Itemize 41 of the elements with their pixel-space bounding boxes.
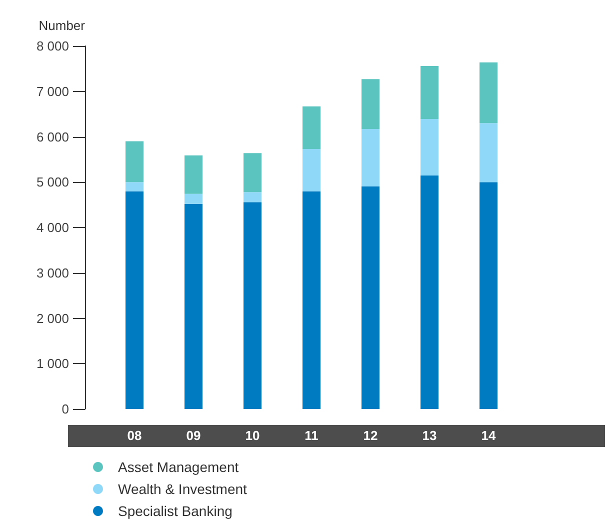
bar	[302, 191, 320, 409]
bar	[420, 175, 438, 409]
x-tick-label: 13	[422, 428, 437, 443]
bar	[244, 192, 262, 202]
bar	[184, 204, 202, 409]
bar	[480, 123, 498, 182]
bar	[302, 149, 320, 192]
legend-label: Wealth & Investment	[118, 481, 248, 497]
bar	[362, 79, 380, 130]
bar	[362, 186, 380, 409]
x-tick-label: 11	[304, 428, 318, 443]
y-tick-label: 3 000	[36, 265, 69, 280]
y-tick-label: 8 000	[36, 38, 69, 54]
bar	[302, 106, 320, 149]
legend-label: Specialist Banking	[118, 503, 232, 519]
bar	[420, 119, 438, 176]
y-tick-label: 7 000	[36, 84, 69, 99]
bar	[184, 194, 202, 204]
y-tick-label: 6 000	[36, 129, 69, 144]
y-tick-label: 5 000	[36, 174, 69, 190]
bar	[126, 182, 144, 192]
y-tick-label: 2 000	[36, 310, 69, 326]
x-tick-label: 12	[363, 428, 378, 443]
x-tick-label: 08	[127, 428, 142, 443]
bar	[480, 182, 498, 409]
bar	[244, 202, 262, 409]
bar	[480, 62, 498, 124]
bar	[126, 191, 144, 409]
y-axis-title: Number	[38, 18, 86, 33]
legend-label: Asset Management	[118, 459, 239, 475]
y-tick-label: 0	[62, 402, 69, 416]
bar	[244, 153, 262, 192]
bar	[362, 129, 380, 186]
y-tick-label: 1 000	[36, 356, 69, 372]
x-tick-label: 09	[186, 428, 201, 443]
y-tick-label: 4 000	[36, 220, 69, 235]
x-tick-label: 10	[245, 428, 260, 443]
x-tick-label: 14	[481, 428, 496, 443]
bar	[420, 66, 438, 120]
bar	[184, 155, 202, 194]
bar	[126, 141, 144, 182]
